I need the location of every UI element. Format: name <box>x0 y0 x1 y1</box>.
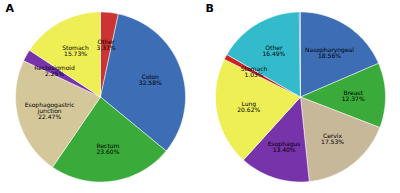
svg-text:Other3.37%: Other3.37% <box>97 38 116 51</box>
svg-text:Lung20.62%: Lung20.62% <box>237 100 260 113</box>
svg-text:B: B <box>206 2 214 15</box>
svg-text:Esophagus13.40%: Esophagus13.40% <box>268 140 301 153</box>
svg-text:Stomach1.03%: Stomach1.03% <box>241 65 268 78</box>
svg-text:Cervix17.53%: Cervix17.53% <box>321 132 344 145</box>
svg-text:Colon32.58%: Colon32.58% <box>139 73 162 86</box>
svg-text:A: A <box>6 2 15 15</box>
svg-text:Nasopharyngeal18.56%: Nasopharyngeal18.56% <box>305 46 354 59</box>
svg-text:Rectosigmoid2.25%: Rectosigmoid2.25% <box>34 64 75 77</box>
svg-text:Other16.49%: Other16.49% <box>262 44 285 57</box>
svg-text:Rectum23.60%: Rectum23.60% <box>96 142 119 155</box>
svg-text:Breast12.37%: Breast12.37% <box>342 89 365 102</box>
svg-text:Esophagogastricjunction22.47%: Esophagogastricjunction22.47% <box>25 101 75 120</box>
svg-text:Stomach15.73%: Stomach15.73% <box>62 44 89 57</box>
